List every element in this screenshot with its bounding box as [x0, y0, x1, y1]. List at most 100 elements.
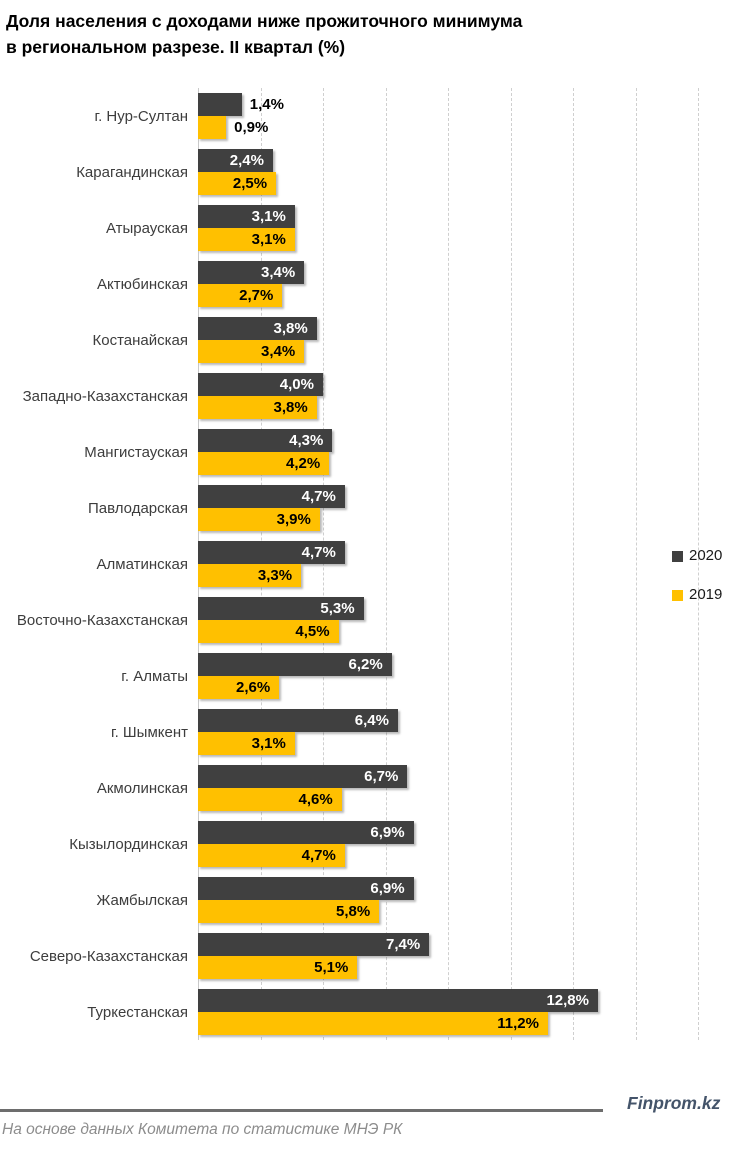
category-label: г. Шымкент	[110, 723, 188, 741]
value-label-2019: 5,8%	[336, 903, 371, 920]
chart-row: Мангистауская 4,3% 4,2%	[0, 424, 740, 480]
category-label: Северо-Казахстанская	[29, 947, 188, 965]
value-label-2019: 4,7%	[301, 847, 336, 864]
category-label: Костанайская	[92, 331, 189, 349]
category-label: Актюбинская	[97, 275, 188, 293]
category-label: Акмолинская	[96, 779, 188, 797]
bar-2019: 2,6%	[198, 676, 280, 699]
legend-label-2020: 2020	[689, 547, 723, 564]
bar-2019: 5,1%	[198, 956, 358, 979]
bar-2019: 11,2%	[198, 1012, 548, 1035]
chart-title-line-2: в региональном разрезе. II квартал (%)	[6, 37, 346, 57]
bar-2020: 6,2%	[198, 653, 392, 676]
chart-row: Жамбылская 6,9% 5,8%	[0, 872, 740, 928]
bar-2019: 3,1%	[198, 732, 295, 755]
bar-2020: 6,9%	[198, 821, 414, 844]
chart-row: Туркестанская 12,8% 11,2%	[0, 984, 740, 1040]
chart-row: Карагандинская 2,4% 2,5%	[0, 144, 740, 200]
chart-title-line-1: Доля населения с доходами ниже прожиточн…	[6, 11, 523, 31]
bar-2020: 6,9%	[198, 877, 414, 900]
bar-2019: 4,2%	[198, 452, 330, 475]
value-label-2019: 3,9%	[276, 511, 311, 528]
chart-row: Алматинская 4,7% 3,3%	[0, 536, 740, 592]
chart-row: Атырауская 3,1% 3,1%	[0, 200, 740, 256]
bar-2020: 4,3%	[198, 429, 333, 452]
chart-row: Костанайская 3,8% 3,4%	[0, 312, 740, 368]
bar-2020: 3,4%	[198, 261, 305, 284]
value-label-2020: 4,7%	[301, 544, 336, 561]
brand-logo-text: Finprom.kz	[627, 1093, 721, 1113]
chart-title: Доля населения с доходами ниже прожиточн…	[6, 8, 726, 60]
category-label: г. Алматы	[121, 667, 188, 685]
chart-row: Восточно-Казахстанская 5,3% 4,5%	[0, 592, 740, 648]
legend-swatch-2019	[672, 589, 683, 601]
chart-row: Западно-Казахстанская 4,0% 3,8%	[0, 368, 740, 424]
value-label-2020: 12,8%	[546, 992, 589, 1009]
value-label-2019: 3,4%	[261, 343, 296, 360]
bar-2020: 6,4%	[198, 709, 398, 732]
bar-2020: 4,0%	[198, 373, 323, 396]
chart-row: Кызылординская 6,9% 4,7%	[0, 816, 740, 872]
chart-legend: 2020 2019	[672, 548, 722, 626]
chart-rows: г. Нур-Султан 1,4% 0,9% Карагандинская 2,4% 2…	[0, 88, 740, 1040]
value-label-2019: 4,2%	[286, 455, 321, 472]
bar-2020: 3,8%	[198, 317, 317, 340]
value-label-2020: 3,1%	[251, 208, 286, 225]
legend-label-2019: 2019	[689, 586, 723, 603]
gridline-12pct	[573, 88, 574, 1040]
bar-2020: 12,8%	[198, 989, 598, 1012]
gridline-8pct	[448, 88, 449, 1040]
value-label-2019: 4,5%	[295, 623, 330, 640]
value-label-2019: 3,1%	[251, 735, 286, 752]
bar-2019: 4,5%	[198, 620, 339, 643]
gridline-6pct	[385, 88, 387, 1040]
value-label-2019: 11,2%	[497, 1015, 539, 1032]
value-label-2020: 4,0%	[279, 376, 314, 393]
chart-row: г. Нур-Султан 1,4% 0,9%	[0, 88, 740, 144]
bar-2020: 4,7%	[198, 541, 345, 564]
bar-chart: г. Нур-Султан 1,4% 0,9% Карагандинская 2,4% 2…	[0, 88, 740, 1040]
bar-2019: 3,4%	[198, 340, 305, 363]
category-label: Туркестанская	[87, 1003, 188, 1021]
bar-2019: 3,1%	[198, 228, 295, 251]
gridline-4pct	[323, 88, 324, 1040]
legend-item-2019: 2019	[672, 587, 722, 603]
value-label-2019: 5,1%	[314, 959, 349, 976]
chart-row: г. Алматы 6,2% 2,6%	[0, 648, 740, 704]
category-label: Жамбылская	[96, 891, 189, 909]
value-label-2020: 3,8%	[273, 320, 308, 337]
value-label-2020: 1,4%	[249, 96, 284, 113]
bar-2019: 5,8%	[198, 900, 380, 923]
value-label-2019: 0,9%	[234, 119, 269, 136]
bar-2019: 3,3%	[198, 564, 302, 587]
value-label-2019: 2,6%	[236, 679, 271, 696]
bar-2020: 1,4%	[198, 93, 284, 116]
value-label-2019: 2,5%	[232, 175, 268, 192]
category-label: Атырауская	[105, 219, 188, 237]
value-label-2020: 5,3%	[320, 600, 355, 617]
bar-2020: 4,7%	[198, 485, 345, 508]
value-label-2020: 4,7%	[301, 488, 336, 505]
category-label: Алматинская	[96, 555, 188, 573]
bar-2019: 3,9%	[198, 508, 320, 531]
value-label-2020: 6,4%	[354, 712, 389, 729]
footer-divider	[0, 1109, 603, 1112]
value-label-2020: 4,3%	[289, 432, 324, 449]
value-label-2020: 7,4%	[386, 936, 421, 953]
value-label-2019: 2,7%	[239, 287, 274, 304]
value-label-2019: 3,3%	[257, 567, 293, 584]
gridline-16pct	[698, 88, 699, 1040]
chart-row: Северо-Казахстанская 7,4% 5,1%	[0, 928, 740, 984]
chart-row: Акмолинская 6,7% 4,6%	[0, 760, 740, 816]
chart-row: Павлодарская 4,7% 3,9%	[0, 480, 740, 536]
category-label: Мангистауская	[84, 443, 188, 461]
data-source-note: На основе данных Комитета по статистике …	[2, 1121, 403, 1138]
category-label: Восточно-Казахстанская	[16, 611, 188, 629]
bar-2019: 0,9%	[198, 116, 268, 139]
bar-2020: 2,4%	[198, 149, 273, 172]
gridline-14pct	[635, 88, 637, 1040]
bar-2020: 5,3%	[198, 597, 364, 620]
category-label: Павлодарская	[88, 499, 188, 517]
bar-2020: 6,7%	[198, 765, 408, 788]
category-label: Западно-Казахстанская	[22, 387, 188, 405]
